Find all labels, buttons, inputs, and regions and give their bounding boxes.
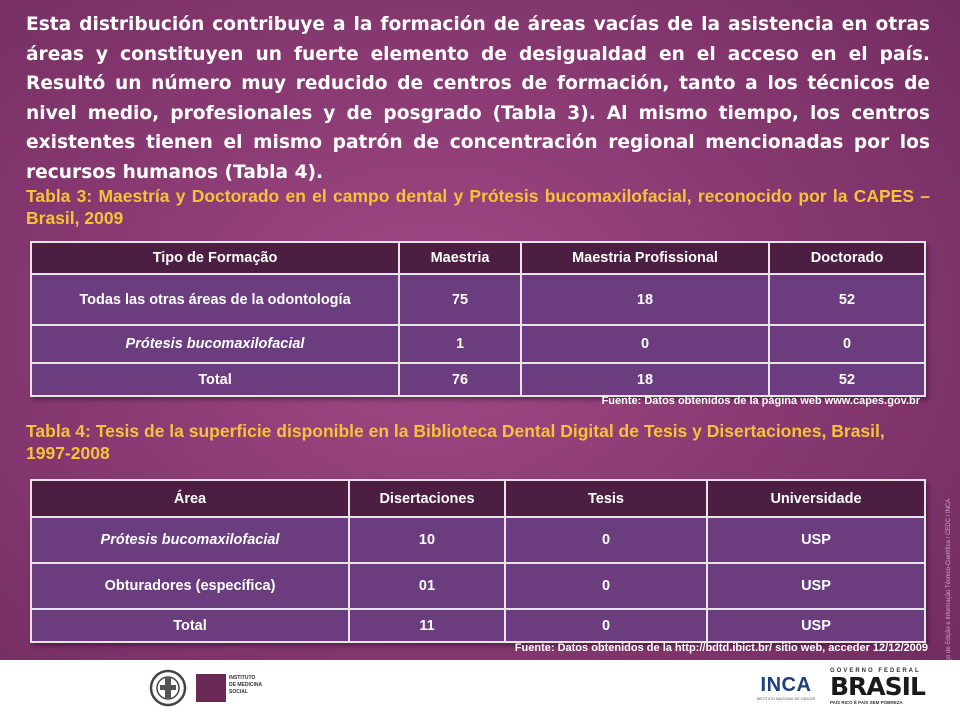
header-cell: Doctorado <box>768 241 926 275</box>
inca-logo-subtitle: INSTITUTO NACIONAL DE CÂNCER <box>756 697 816 701</box>
header-cell: Maestria Profissional <box>520 241 770 275</box>
table-cell: Todas las otras áreas de la odontología <box>30 273 400 326</box>
brasil-logo: GOVERNO FEDERAL BRASIL PAÍS RICO É PAÍS … <box>830 668 940 705</box>
table-cell: Total <box>30 362 400 397</box>
intro-paragraph: Esta distribución contribuye a la formac… <box>26 14 930 183</box>
table3-source: Fuente: Datos obtenidos de la página web… <box>601 395 920 407</box>
table-row: Total 11 0 USP <box>30 608 926 643</box>
university-seal-logo <box>149 669 187 707</box>
brasil-logo-name: BRASIL <box>830 672 926 701</box>
table-cell: 75 <box>398 273 522 326</box>
table3-caption: Tabla 3: Maestría y Doctorado en el camp… <box>26 186 930 228</box>
header-cell: Tipo de Formação <box>30 241 400 275</box>
brasil-logo-top: GOVERNO FEDERAL <box>830 668 921 674</box>
table-cell: USP <box>706 562 926 610</box>
ims-line: SOCIAL <box>229 689 248 695</box>
table-cell: 52 <box>768 362 926 397</box>
header-cell: Disertaciones <box>348 479 506 518</box>
inca-logo: INCA INSTITUTO NACIONAL DE CÂNCER <box>755 674 817 701</box>
inca-logo-name: INCA <box>760 674 812 696</box>
table3: Tipo de Formação Maestria Maestria Profi… <box>30 241 926 397</box>
table-cell: 76 <box>398 362 522 397</box>
header-cell: Tesis <box>504 479 708 518</box>
table-row: Prótesis bucomaxilofacial 1 0 0 <box>30 324 926 364</box>
table-cell: 18 <box>520 273 770 326</box>
table-cell: 01 <box>348 562 506 610</box>
table-cell: 10 <box>348 516 506 564</box>
table-row: Prótesis bucomaxilofacial 10 0 USP <box>30 516 926 564</box>
ims-logo-mark <box>196 674 226 702</box>
table-cell: 11 <box>348 608 506 643</box>
table-cell: 1 <box>398 324 522 364</box>
ims-logo-text: INSTITUTO DE MEDICINA SOCIAL <box>229 675 262 696</box>
table4-caption: Tabla 4: Tesis de la superficie disponib… <box>26 421 885 463</box>
table-cell: 52 <box>768 273 926 326</box>
table-cell: USP <box>706 516 926 564</box>
table4: Área Disertaciones Tesis Universidade Pr… <box>30 479 926 643</box>
table-cell: Prótesis bucomaxilofacial <box>30 324 400 364</box>
table-row: Total 76 18 52 <box>30 362 926 397</box>
header-cell: Área <box>30 479 350 518</box>
table-header-row: Área Disertaciones Tesis Universidade <box>30 479 926 518</box>
brasil-logo-slogan: PAÍS RICO É PAÍS SEM POBREZA <box>830 700 903 705</box>
footer-bar: INSTITUTO DE MEDICINA SOCIAL INCA INSTIT… <box>0 660 960 720</box>
table-cell: 0 <box>504 516 708 564</box>
table-cell: USP <box>706 608 926 643</box>
header-cell: Maestria <box>398 241 522 275</box>
table-row: Todas las otras áreas de la odontología … <box>30 273 926 326</box>
table-cell: 0 <box>504 608 708 643</box>
table-header-row: Tipo de Formação Maestria Maestria Profi… <box>30 241 926 275</box>
ims-line: DE MEDICINA <box>229 682 263 688</box>
table-cell: Prótesis bucomaxilofacial <box>30 516 350 564</box>
table4-source: Fuente: Datos obtenidos de la http://bdt… <box>514 642 928 654</box>
table-row: Obturadores (específica) 01 0 USP <box>30 562 926 610</box>
table-cell: 18 <box>520 362 770 397</box>
table-cell: Obturadores (específica) <box>30 562 350 610</box>
table-cell: 0 <box>768 324 926 364</box>
ims-line: INSTITUTO <box>229 675 256 681</box>
table-cell: Total <box>30 608 350 643</box>
header-cell: Universidade <box>706 479 926 518</box>
table-cell: 0 <box>504 562 708 610</box>
table-cell: 0 <box>520 324 770 364</box>
